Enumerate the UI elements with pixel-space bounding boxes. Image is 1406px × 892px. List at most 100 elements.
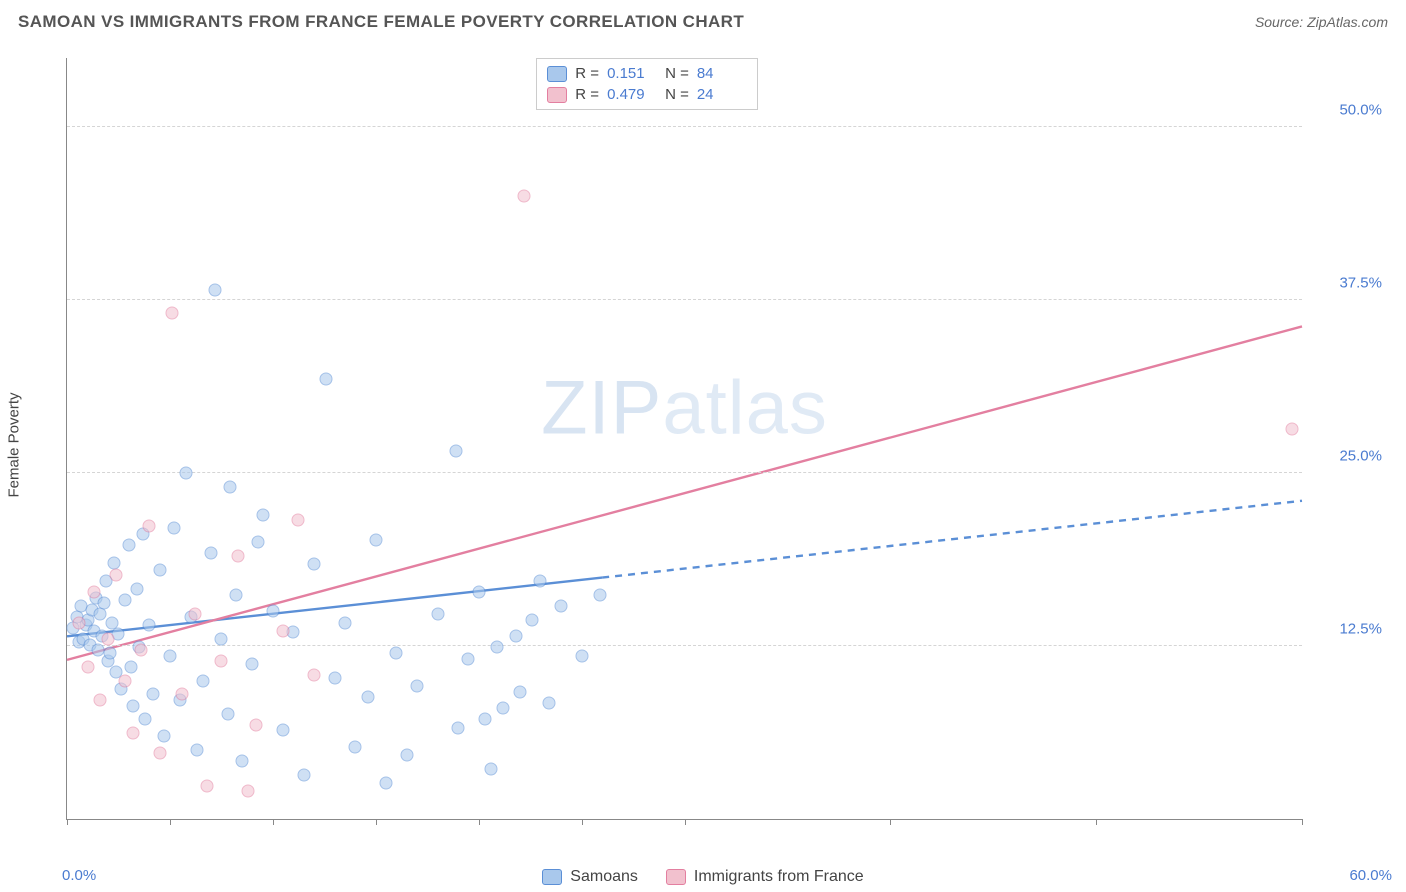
trend-line (602, 501, 1302, 578)
legend-swatch (547, 66, 567, 82)
chart: Female Poverty ZIPatlas R =0.151N =84R =… (44, 48, 1392, 842)
data-point (308, 558, 321, 571)
data-point (277, 624, 290, 637)
data-point (328, 671, 341, 684)
legend-n-value: 84 (697, 65, 747, 82)
x-tick (1096, 819, 1097, 825)
plot-area: ZIPatlas R =0.151N =84R =0.479N =24 12.5… (66, 58, 1302, 820)
data-point (542, 696, 555, 709)
data-point (168, 522, 181, 535)
data-point (509, 630, 522, 643)
data-point (130, 583, 143, 596)
data-point (534, 575, 547, 588)
trend-line (67, 326, 1302, 659)
data-point (526, 613, 539, 626)
trend-lines (67, 58, 1302, 819)
data-point (153, 746, 166, 759)
data-point (594, 588, 607, 601)
data-point (478, 713, 491, 726)
source-label: Source: ZipAtlas.com (1255, 14, 1388, 30)
data-point (118, 594, 131, 607)
data-point (104, 646, 117, 659)
data-point (122, 539, 135, 552)
data-point (126, 699, 139, 712)
x-tick (170, 819, 171, 825)
legend-swatch (666, 869, 686, 885)
data-point (205, 547, 218, 560)
data-point (450, 444, 463, 457)
data-point (246, 658, 259, 671)
data-point (291, 514, 304, 527)
data-point (98, 597, 111, 610)
x-tick (479, 819, 480, 825)
data-point (250, 718, 263, 731)
data-point (87, 586, 100, 599)
data-point (73, 616, 86, 629)
data-point (277, 724, 290, 737)
legend-stats: R =0.151N =84R =0.479N =24 (536, 58, 758, 110)
watermark-bold: ZIP (541, 366, 662, 451)
data-point (215, 633, 228, 646)
data-point (485, 763, 498, 776)
data-point (157, 729, 170, 742)
data-point (91, 644, 104, 657)
data-point (349, 741, 362, 754)
watermark-light: atlas (662, 366, 828, 451)
data-point (221, 707, 234, 720)
data-point (135, 644, 148, 657)
x-tick (67, 819, 68, 825)
legend-r-value: 0.151 (607, 65, 657, 82)
data-point (575, 649, 588, 662)
y-tick-label: 37.5% (1312, 275, 1382, 292)
legend-swatch (542, 869, 562, 885)
legend-stats-row: R =0.151N =84 (547, 63, 747, 84)
x-tick (273, 819, 274, 825)
data-point (256, 508, 269, 521)
data-point (223, 480, 236, 493)
data-point (242, 785, 255, 798)
data-point (410, 680, 423, 693)
legend-swatch (547, 87, 567, 103)
data-point (108, 557, 121, 570)
data-point (118, 674, 131, 687)
data-point (188, 608, 201, 621)
data-point (200, 779, 213, 792)
legend-series-item: Samoans (542, 868, 638, 886)
watermark: ZIPatlas (541, 365, 828, 452)
x-tick (685, 819, 686, 825)
gridline (67, 299, 1302, 300)
data-point (110, 569, 123, 582)
x-tick (376, 819, 377, 825)
header: SAMOAN VS IMMIGRANTS FROM FRANCE FEMALE … (0, 0, 1406, 40)
legend-series-item: Immigrants from France (666, 868, 864, 886)
legend-r-label: R = (575, 86, 599, 103)
data-point (517, 190, 530, 203)
gridline (67, 472, 1302, 473)
data-point (390, 646, 403, 659)
data-point (126, 727, 139, 740)
data-point (196, 674, 209, 687)
data-point (400, 749, 413, 762)
legend-r-label: R = (575, 65, 599, 82)
data-point (143, 519, 156, 532)
data-point (93, 608, 106, 621)
data-point (491, 641, 504, 654)
data-point (147, 688, 160, 701)
gridline (67, 645, 1302, 646)
data-point (235, 754, 248, 767)
data-point (497, 702, 510, 715)
data-point (143, 619, 156, 632)
data-point (338, 616, 351, 629)
legend-stats-row: R =0.479N =24 (547, 84, 747, 105)
data-point (229, 588, 242, 601)
y-axis-title: Female Poverty (6, 392, 23, 497)
data-point (215, 655, 228, 668)
data-point (472, 586, 485, 599)
data-point (320, 373, 333, 386)
data-point (361, 691, 374, 704)
data-point (209, 284, 222, 297)
data-point (153, 563, 166, 576)
data-point (380, 777, 393, 790)
gridline (67, 126, 1302, 127)
legend-series: Samoans Immigrants from France (0, 868, 1406, 886)
